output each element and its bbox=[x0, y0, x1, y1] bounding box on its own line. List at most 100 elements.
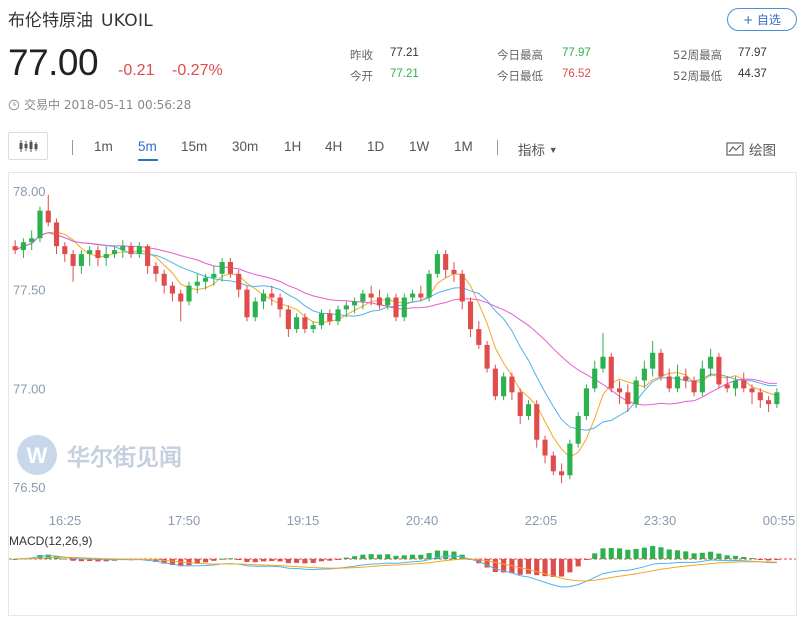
candle-body bbox=[335, 309, 341, 322]
watermark-text: 华尔街见闻 bbox=[67, 444, 182, 470]
candle-body bbox=[641, 368, 647, 381]
instrument-code: UKOIL bbox=[101, 11, 154, 31]
chart-type-button[interactable] bbox=[8, 132, 48, 160]
candle-body bbox=[583, 388, 589, 417]
chart-container[interactable]: 78.00 77.50 77.00 76.50 W 华尔街见闻 16:25 17:50 19:1… bbox=[8, 172, 797, 616]
candle-body bbox=[37, 210, 43, 239]
y-axis-tick-label: 76.50 bbox=[13, 480, 46, 495]
instrument-name: 布伦特原油 bbox=[8, 11, 93, 31]
macd-bar bbox=[708, 551, 714, 559]
period-tab-1M[interactable]: 1M bbox=[454, 139, 473, 154]
candle-body bbox=[525, 404, 532, 417]
candle-body bbox=[774, 392, 780, 405]
macd-bar bbox=[641, 547, 647, 559]
candle-body bbox=[741, 380, 747, 389]
macd-bar bbox=[699, 552, 705, 559]
candle-body bbox=[95, 250, 101, 259]
macd-bar bbox=[327, 559, 333, 561]
candle-body bbox=[352, 301, 358, 306]
candlestick-icon bbox=[19, 140, 38, 152]
candle-body bbox=[178, 293, 184, 302]
period-tab-5m[interactable]: 5m bbox=[138, 139, 157, 154]
candle-body bbox=[103, 254, 109, 259]
candle-body bbox=[409, 293, 416, 298]
candle-body bbox=[211, 273, 217, 278]
candle-body bbox=[484, 344, 490, 369]
toolbar-divider bbox=[72, 140, 73, 155]
indicator-dropdown[interactable]: 指标 ▼ bbox=[518, 139, 558, 159]
macd-bar bbox=[666, 549, 672, 559]
candle-body bbox=[219, 261, 225, 274]
candle-body bbox=[650, 352, 656, 369]
x-axis-tick-label: 20:40 bbox=[406, 513, 439, 528]
candle-body bbox=[509, 376, 515, 393]
candle-body bbox=[136, 246, 142, 255]
macd-bar bbox=[335, 559, 341, 560]
candle-body bbox=[633, 380, 639, 405]
candle-body bbox=[443, 254, 449, 270]
candle-body bbox=[310, 325, 316, 330]
candle-body bbox=[120, 246, 126, 251]
macd-bar bbox=[285, 559, 291, 564]
candle-body bbox=[658, 352, 664, 377]
candle-body bbox=[227, 261, 233, 274]
candle-body bbox=[360, 293, 366, 302]
candle-body bbox=[161, 273, 167, 286]
x-axis-tick-label: 16:25 bbox=[49, 513, 82, 528]
candle-body bbox=[260, 293, 267, 302]
candle-body bbox=[625, 392, 631, 405]
macd-bar bbox=[418, 554, 424, 559]
ma-line-mid bbox=[14, 232, 777, 431]
candle-body bbox=[145, 246, 151, 266]
macd-bar bbox=[87, 559, 93, 562]
candle-body bbox=[318, 313, 325, 326]
period-tab-15m[interactable]: 15m bbox=[181, 139, 208, 154]
x-axis-tick-label: 19:15 bbox=[287, 513, 320, 528]
macd-bar bbox=[525, 559, 532, 574]
candle-body bbox=[542, 439, 548, 456]
candle-body bbox=[70, 254, 76, 266]
candle-body bbox=[87, 250, 93, 255]
candle-body bbox=[501, 376, 507, 397]
candle-body bbox=[467, 301, 474, 330]
candle-body bbox=[277, 297, 283, 310]
macd-bar bbox=[95, 559, 101, 562]
macd-bar bbox=[559, 559, 565, 577]
draw-icon bbox=[726, 142, 744, 156]
macd-bar bbox=[343, 557, 349, 559]
period-tab-1W[interactable]: 1W bbox=[409, 139, 430, 154]
active-period-indicator bbox=[138, 159, 158, 161]
period-tab-4H[interactable]: 4H bbox=[325, 139, 343, 154]
candle-body bbox=[451, 269, 457, 274]
price-change: -0.21 bbox=[118, 62, 155, 79]
candle-body bbox=[724, 384, 730, 389]
prev-close-value: 77.21 bbox=[390, 47, 419, 59]
macd-bar bbox=[732, 555, 739, 559]
macd-bar bbox=[186, 559, 192, 566]
macd-bar bbox=[683, 551, 689, 559]
period-tab-1D[interactable]: 1D bbox=[367, 139, 385, 154]
y-axis-tick-label: 77.00 bbox=[13, 381, 46, 396]
candle-body bbox=[418, 293, 424, 298]
macd-bar bbox=[534, 559, 540, 576]
draw-button[interactable]: 绘图 bbox=[726, 139, 776, 159]
macd-bar bbox=[352, 556, 358, 559]
macd-bar bbox=[625, 549, 631, 559]
macd-bar bbox=[252, 559, 258, 563]
x-axis-tick-label: 23:30 bbox=[644, 513, 677, 528]
period-tab-1H[interactable]: 1H bbox=[284, 139, 302, 154]
macd-bar bbox=[277, 559, 283, 562]
candle-body bbox=[732, 380, 739, 389]
macd-bar bbox=[78, 559, 84, 562]
macd-bar bbox=[211, 559, 217, 561]
period-tab-1m[interactable]: 1m bbox=[94, 139, 113, 154]
macd-bar bbox=[194, 559, 200, 564]
week52-high-label: 52周最高 bbox=[673, 48, 723, 62]
macd-bar bbox=[426, 553, 432, 559]
period-tab-30m[interactable]: 30m bbox=[232, 139, 259, 154]
add-watchlist-button[interactable]: + 自选 bbox=[727, 8, 797, 31]
macd-bar bbox=[716, 553, 722, 559]
candle-body bbox=[749, 388, 755, 393]
candle-body bbox=[674, 376, 681, 389]
candle-body bbox=[203, 277, 209, 282]
